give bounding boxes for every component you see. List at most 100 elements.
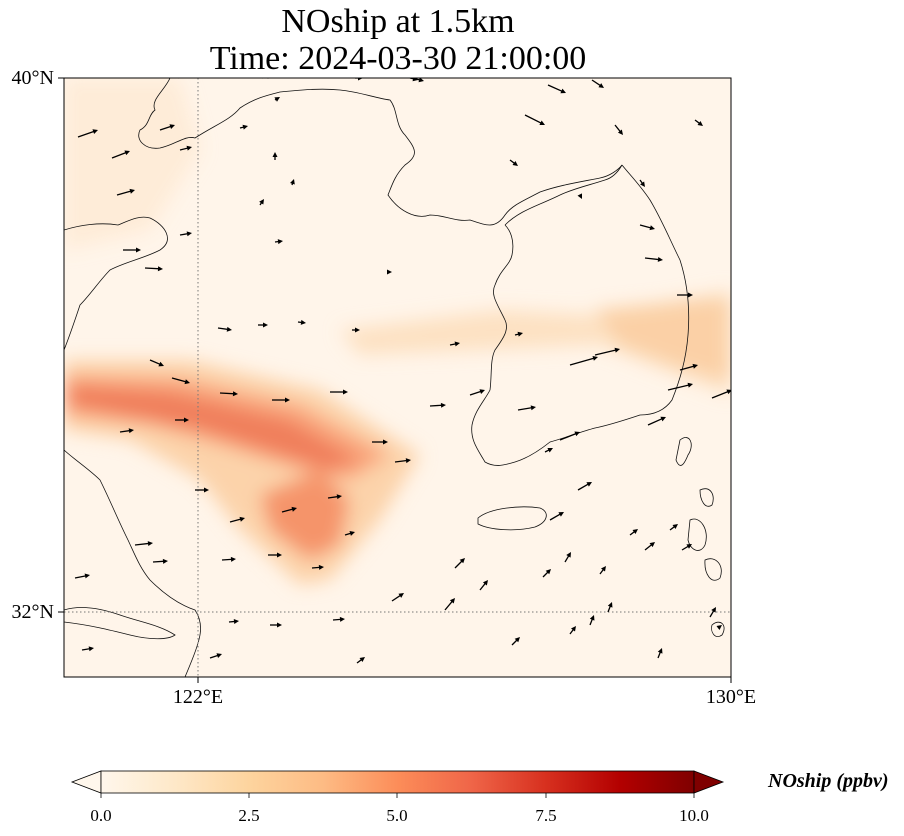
wind-arrow-shaft <box>594 349 618 356</box>
wind-arrow-head <box>318 564 324 570</box>
wind-arrow-shaft <box>116 190 133 196</box>
wind-arrow-head <box>169 124 175 129</box>
wind-arrow-head <box>242 124 248 130</box>
colorbar-gradient <box>100 770 695 794</box>
field-band-east-core <box>595 300 731 380</box>
coastlines <box>64 78 725 677</box>
wind-arrow-head <box>204 487 209 493</box>
wind-arrow-head <box>128 428 134 434</box>
wind-arrow-head <box>263 322 268 328</box>
map-title-line1: NOship at 1.5km <box>281 3 515 40</box>
colorbar-label: NOship (ppbv) <box>768 770 889 792</box>
wind-arrow-head <box>617 129 623 135</box>
wind-arrow-head <box>660 416 666 422</box>
wind-arrow-head <box>692 363 698 369</box>
wind-arrow-head <box>607 602 613 608</box>
wind-arrow-shaft <box>281 508 295 513</box>
wind-arrow-head <box>687 382 693 388</box>
wind-arrow-head <box>649 225 655 231</box>
wind-arrow-shaft <box>569 357 596 366</box>
wind-arrow-head <box>162 558 168 564</box>
wind-arrow-shaft <box>444 599 454 611</box>
wind-arrow-head <box>545 569 551 575</box>
wind-arrow-head <box>92 129 98 135</box>
wind-arrow-head <box>440 402 446 408</box>
wind-arrow-head <box>589 615 595 621</box>
wind-arrow-head <box>571 626 576 632</box>
wind-arrow-head <box>547 448 553 453</box>
map-frame <box>63 77 732 678</box>
wind-arrow-shaft <box>394 459 409 463</box>
wind-arrow-head <box>672 524 678 529</box>
wind-arrow-shaft <box>144 267 161 270</box>
wind-arrow-head <box>560 88 566 94</box>
coast-jeju <box>477 506 547 531</box>
wind-arrow-head <box>449 598 455 604</box>
colorbar-tick-2-5: 2.5 <box>238 806 260 825</box>
wind-arrow-head <box>232 391 238 397</box>
wind-arrow-head <box>291 506 297 512</box>
wind-arrow-head <box>657 648 663 654</box>
wind-arrow-head <box>358 78 363 81</box>
wind-arrow-head <box>412 78 418 82</box>
map-title-line2: Time: 2024-03-30 21:00:00 <box>209 40 587 77</box>
wind-arrow-head <box>459 558 465 564</box>
wind-arrow-shaft <box>77 130 96 138</box>
wind-arrow-head <box>285 397 290 403</box>
coast-japan-islands <box>675 437 725 637</box>
wind-arrow-shaft <box>229 518 243 523</box>
map-area <box>64 78 731 677</box>
wind-arrow-head <box>640 181 645 187</box>
wind-arrow-head <box>184 379 190 385</box>
wind-arrow-head <box>614 347 620 353</box>
wind-arrow-head <box>359 657 365 662</box>
field-faint-north <box>64 78 200 250</box>
wind-arrow-head <box>574 431 580 437</box>
wind-arrow-shaft <box>178 78 180 79</box>
wind-arrow-head <box>277 622 282 628</box>
coast-korea <box>471 164 690 466</box>
wind-arrow-head <box>339 616 345 622</box>
wind-arrow-head <box>226 326 232 332</box>
wind-arrow-head <box>272 152 278 157</box>
wind-arrow-shaft <box>429 404 444 407</box>
wind-arrow-head <box>716 625 722 630</box>
wind-arrow-shaft <box>159 125 173 131</box>
wind-arrow-head <box>129 188 135 194</box>
wind-arrow-shaft <box>152 560 166 563</box>
coast-yangtze-mouth <box>64 607 176 640</box>
lat-label-40n: 40°N <box>11 67 54 89</box>
wind-arrow-head <box>479 389 485 394</box>
wind-arrow-head <box>259 199 264 205</box>
wind-arrow-head <box>601 566 606 572</box>
wind-arrow-head <box>88 646 94 652</box>
wind-arrow-head <box>632 529 638 534</box>
wind-arrow-shaft <box>644 257 661 261</box>
wind-arrow-shaft <box>547 84 564 93</box>
wind-arrow-head <box>482 580 488 586</box>
wind-arrow-head <box>711 607 716 613</box>
axis-ticks <box>58 77 732 683</box>
wind-arrow-shaft <box>111 151 128 159</box>
wind-arrow-shaft <box>149 359 162 366</box>
coast-liaoning <box>138 78 623 226</box>
wind-arrow-head <box>558 512 564 517</box>
wind-arrow-head <box>598 83 604 88</box>
colorbar-tick-10: 10.0 <box>679 806 709 825</box>
wind-arrow-head <box>657 256 663 262</box>
wind-arrow-head <box>512 161 518 166</box>
wind-arrow-head <box>216 653 222 658</box>
colorbar-tick-0: 0.0 <box>90 806 112 825</box>
wind-arrow-head <box>158 361 164 367</box>
wind-arrow-head <box>592 355 598 361</box>
wind-vectors <box>74 78 731 664</box>
wind-arrow-head <box>84 573 90 579</box>
wind-arrow-head <box>517 331 523 337</box>
wind-arrow-head <box>277 552 282 558</box>
wind-arrow-head <box>577 193 582 199</box>
colorbar-extend-low <box>70 770 102 794</box>
wind-arrow-shaft <box>219 392 236 395</box>
wind-arrow-shaft <box>667 384 691 391</box>
lat-label-32n: 32°N <box>11 601 54 623</box>
